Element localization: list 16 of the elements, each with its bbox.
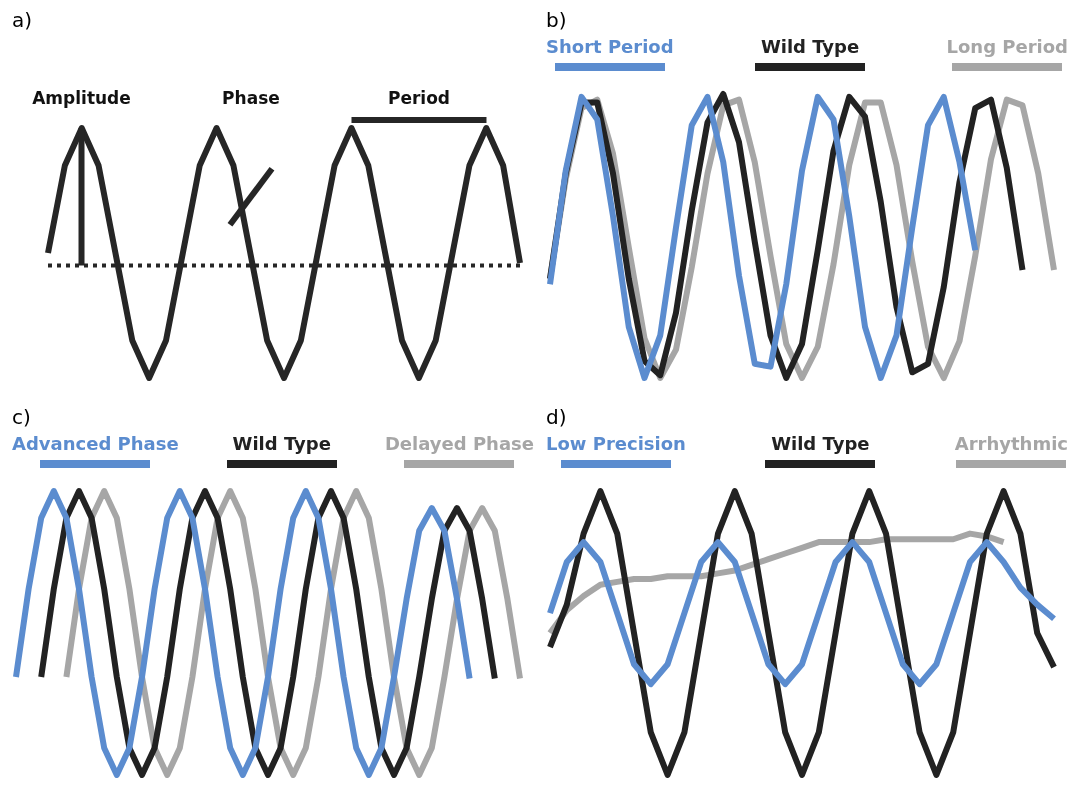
text: Short Period — [546, 36, 674, 57]
chart-title: d) — [545, 405, 568, 431]
text: Phase — [222, 87, 280, 108]
chart-title: a) — [11, 8, 34, 34]
chart-title: b) — [545, 8, 568, 34]
text: Advanced Phase — [12, 433, 179, 454]
text: Delayed Phase — [384, 433, 534, 454]
text: Wild Type — [232, 433, 331, 454]
text: Amplitude — [32, 87, 131, 108]
text: Long Period — [946, 36, 1068, 57]
text: Wild Type — [760, 36, 860, 57]
text: Period — [387, 87, 451, 108]
text: Arrhythmic — [954, 433, 1068, 454]
text: Low Precision — [546, 433, 686, 454]
chart-title: c) — [11, 405, 32, 431]
text: Wild Type — [771, 433, 870, 454]
